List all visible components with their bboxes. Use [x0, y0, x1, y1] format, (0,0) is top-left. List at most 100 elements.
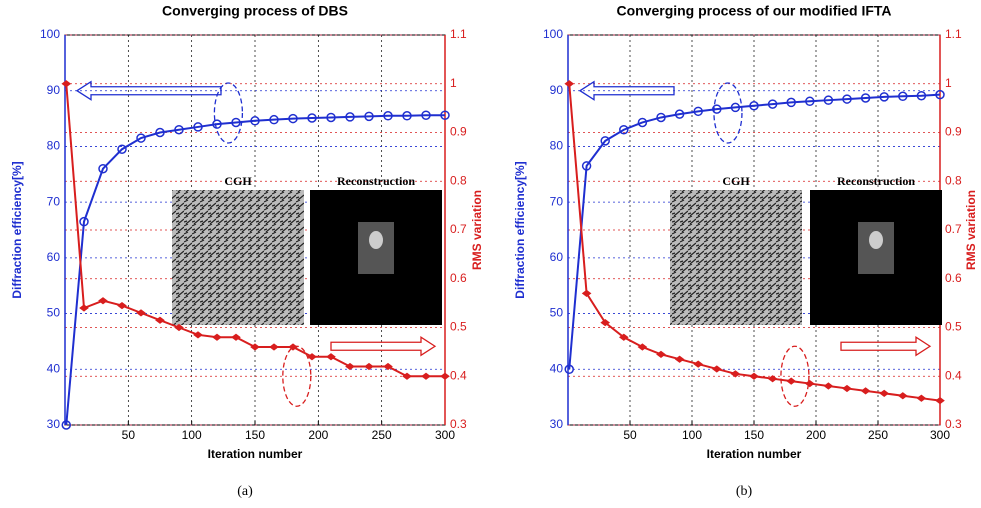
marker	[711, 365, 722, 373]
x-tick-label: 250	[372, 428, 392, 442]
marker	[897, 392, 908, 400]
marker	[440, 372, 450, 380]
cgh-image	[670, 190, 802, 325]
marker	[326, 353, 336, 361]
x-tick-label: 250	[868, 428, 888, 442]
marker	[693, 106, 703, 117]
y-tick-label: 60	[47, 250, 61, 264]
marker	[879, 389, 890, 397]
marker	[231, 333, 241, 341]
marker	[619, 124, 629, 135]
marker	[767, 99, 778, 109]
series-line	[568, 93, 941, 370]
marker	[564, 364, 574, 375]
y-tick-label: 100	[40, 27, 60, 41]
marker	[212, 333, 222, 341]
y2-tick-label: 1.1	[450, 27, 467, 41]
marker	[581, 161, 592, 171]
marker	[618, 333, 629, 341]
highlight-ellipse	[780, 345, 810, 407]
marker	[155, 127, 165, 138]
marker	[860, 93, 871, 103]
y2-tick-label: 0.4	[450, 368, 467, 382]
marker	[805, 96, 815, 107]
marker	[79, 216, 89, 227]
x-tick-label: 200	[308, 428, 328, 442]
y-tick-label: 40	[47, 361, 61, 375]
marker	[364, 111, 374, 122]
caption: (b)	[736, 484, 753, 499]
x-tick-label: 300	[930, 428, 950, 442]
marker	[421, 110, 431, 120]
marker	[898, 91, 908, 102]
marker	[98, 297, 108, 305]
inset-label: Reconstruction	[337, 174, 415, 188]
marker	[823, 382, 834, 390]
marker	[786, 377, 797, 385]
marker	[402, 372, 412, 380]
marker	[600, 319, 611, 327]
x-axis-label: Iteration number	[208, 447, 303, 461]
y-tick-label: 30	[47, 417, 61, 431]
y-tick-label: 50	[550, 306, 564, 320]
marker	[307, 113, 317, 123]
chart-title: Converging process of DBS	[162, 3, 348, 19]
marker	[730, 370, 741, 378]
marker	[98, 163, 108, 174]
x-tick-label: 200	[806, 428, 826, 442]
marker	[288, 113, 298, 124]
y-axis-label: Diffraction efficiency[%]	[10, 161, 24, 298]
y-tick-label: 30	[550, 417, 564, 431]
cgh-image	[172, 190, 304, 325]
y2-tick-label: 0.7	[450, 222, 467, 236]
marker	[117, 301, 127, 310]
y2-tick-label: 1	[450, 76, 457, 90]
y2-tick-label: 1.1	[945, 27, 962, 41]
marker	[117, 144, 127, 154]
marker	[600, 136, 610, 146]
inset-label: CGH	[722, 174, 750, 188]
marker	[786, 97, 796, 108]
y-tick-label: 90	[550, 83, 564, 97]
right-arrow	[330, 336, 437, 357]
y-tick-label: 80	[47, 139, 61, 153]
series-line	[65, 114, 445, 426]
y2-tick-label: 0.5	[945, 320, 962, 334]
highlight-ellipse	[713, 82, 743, 144]
marker	[345, 112, 355, 122]
marker	[916, 394, 927, 402]
mona-lisa-face	[369, 231, 383, 249]
inset-label: Reconstruction	[837, 174, 915, 188]
marker	[269, 343, 279, 351]
mona-lisa-face	[869, 231, 883, 249]
marker	[326, 112, 336, 123]
marker	[136, 133, 146, 143]
marker	[823, 95, 834, 105]
y-tick-label: 70	[47, 194, 61, 208]
marker	[842, 384, 852, 393]
marker	[250, 116, 260, 126]
marker	[307, 353, 317, 361]
marker	[730, 102, 741, 113]
marker	[656, 350, 666, 358]
marker	[212, 119, 222, 129]
caption: (a)	[237, 484, 253, 499]
y2-tick-label: 0.6	[450, 271, 467, 285]
y2-axis-label: RMS variation	[470, 190, 484, 270]
right-arrow	[840, 336, 932, 357]
marker	[193, 122, 203, 132]
y2-axis-label: RMS variation	[964, 190, 978, 270]
inset-label: CGH	[224, 174, 252, 188]
left-arrow	[578, 80, 675, 101]
y2-tick-label: 0.9	[945, 125, 962, 139]
y2-tick-label: 0.3	[945, 417, 962, 431]
marker	[712, 104, 722, 114]
chart: 50 100 150 200 250 300 30 40 50 60 70 80 90 100 0.3 0.4…	[10, 3, 484, 500]
x-tick-label: 300	[435, 428, 455, 442]
marker	[637, 117, 648, 128]
x-tick-label: 150	[245, 428, 265, 442]
x-tick-label: 100	[182, 428, 202, 442]
marker	[269, 114, 279, 125]
marker	[193, 331, 203, 339]
marker	[174, 124, 184, 135]
